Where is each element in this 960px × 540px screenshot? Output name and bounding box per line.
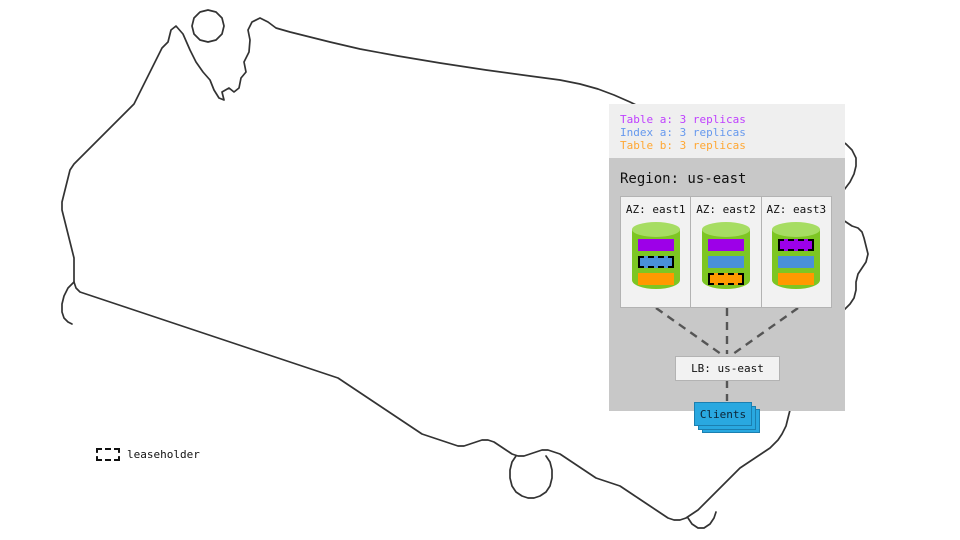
az-box-east1[interactable]: AZ: east1	[620, 196, 692, 308]
leaseholder-legend: leaseholder	[96, 448, 200, 461]
replica-legend-panel: Table a: 3 replicas Index a: 3 replicas …	[609, 104, 845, 158]
replica-east3-table-b[interactable]	[778, 273, 815, 285]
replica-list-east2	[707, 239, 744, 285]
node-cylinder-east2[interactable]	[701, 222, 750, 292]
replica-east1-table-a[interactable]	[637, 239, 674, 251]
cylinder-top	[631, 222, 680, 237]
load-balancer-box[interactable]: LB: us-east	[675, 356, 780, 381]
replica-east3-index-a[interactable]	[778, 256, 815, 268]
legend-item-table-b: Table b: 3 replicas	[620, 139, 845, 152]
cylinder-top	[701, 222, 750, 237]
leaseholder-legend-label: leaseholder	[127, 448, 200, 461]
replica-east2-table-a[interactable]	[707, 239, 744, 251]
replica-list-east1	[637, 239, 674, 285]
connector-east1	[655, 307, 722, 355]
replica-east1-index-a[interactable]	[637, 256, 674, 268]
leaseholder-swatch-icon	[96, 448, 120, 461]
load-balancer-label: LB: us-east	[691, 362, 764, 375]
legend-label-table-a: Table a: 3 replicas	[620, 113, 746, 126]
replica-list-east3	[778, 239, 815, 285]
az-label-east1: AZ: east1	[625, 203, 686, 216]
availability-zone-strip: AZ: east1 AZ: east2	[620, 196, 834, 308]
az-box-east2[interactable]: AZ: east2	[690, 196, 762, 308]
replica-east3-table-a[interactable]	[778, 239, 815, 251]
region-panel: Region: us-east AZ: east1	[609, 158, 845, 433]
region-title: Region: us-east	[620, 171, 747, 187]
legend-label-index-a: Index a: 3 replicas	[620, 126, 746, 140]
legend-item-table-a: Table a: 3 replicas	[620, 113, 845, 126]
legend-label-table-b: Table b: 3 replicas	[620, 139, 746, 153]
az-label-east2: AZ: east2	[696, 203, 756, 216]
connector-east3	[732, 307, 799, 355]
cylinder-top	[772, 222, 821, 237]
clients-label: Clients	[699, 407, 747, 421]
topology-diagram: Table a: 3 replicas Index a: 3 replicas …	[609, 104, 845, 433]
replica-east2-table-b[interactable]	[707, 273, 744, 285]
replica-east2-index-a[interactable]	[707, 256, 744, 268]
node-cylinder-east3[interactable]	[772, 222, 821, 292]
clients-stack[interactable]: Clients	[694, 402, 764, 434]
clients-card-front[interactable]: Clients	[694, 402, 752, 426]
replica-east1-table-b[interactable]	[637, 273, 674, 285]
az-box-east3[interactable]: AZ: east3	[760, 196, 832, 308]
legend-item-index-a: Index a: 3 replicas	[620, 126, 845, 139]
node-cylinder-east1[interactable]	[631, 222, 680, 292]
az-label-east3: AZ: east3	[766, 203, 827, 216]
